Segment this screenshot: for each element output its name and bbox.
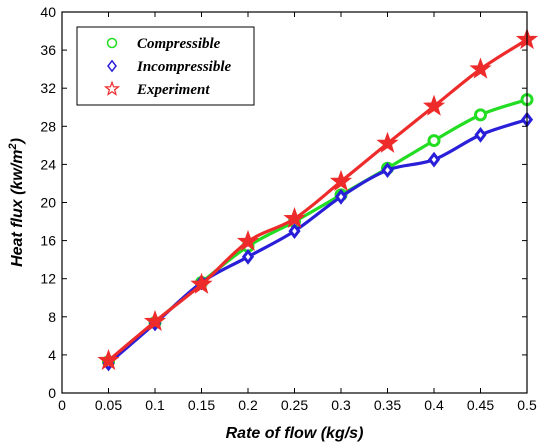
data-point-compressible: [427, 134, 441, 148]
data-point-experiment: [283, 207, 306, 229]
y-tick-label: 40: [40, 4, 56, 20]
legend: Compressible Incompressible Experiment: [76, 26, 255, 106]
data-point-incompressible: [241, 248, 255, 265]
legend-marker: [106, 37, 118, 49]
y-tick-label: 16: [40, 233, 56, 249]
data-point-experiment: [236, 229, 260, 252]
data-point-experiment: [143, 309, 167, 332]
y-tick-label: 0: [48, 385, 56, 401]
data-point-incompressible: [288, 223, 301, 239]
x-tick-label: 0.2: [238, 397, 258, 413]
y-tick-label: 12: [40, 271, 56, 287]
legend-box: [76, 26, 255, 106]
legend-item: Compressible: [106, 36, 221, 52]
data-point-incompressible: [334, 188, 348, 205]
y-tick-label: 32: [40, 80, 56, 96]
x-tick-label: 0: [58, 397, 66, 413]
series-incompressible: [102, 111, 534, 372]
series-line-compressible: [107, 98, 528, 363]
legend-marker: [103, 80, 121, 96]
x-tick-label: 0.4: [424, 397, 444, 413]
x-tick-label: 0.15: [188, 397, 215, 413]
legend-items: Compressible Incompressible Experiment: [103, 36, 232, 98]
axis-ticks: 0 0.05 0.1 0.15 0.2 0.25 0.3 0.35 0.4 0.45 0.5 0 4 8 1…: [40, 4, 537, 413]
y-tick-label: 4: [48, 347, 56, 363]
data-point-experiment: [97, 348, 120, 371]
data-point-experiment: [422, 94, 446, 116]
legend-item: Experiment: [103, 80, 210, 98]
x-tick-label: 0.05: [95, 397, 122, 413]
chart-marks: [97, 27, 539, 372]
series-compressible: [102, 93, 534, 369]
series-line-experiment: [107, 38, 528, 362]
legend-label: Incompressible: [136, 59, 232, 75]
series-line-incompressible: [107, 118, 528, 365]
data-point-incompressible: [427, 151, 441, 168]
y-tick-label: 8: [48, 309, 56, 325]
series-experiment: [97, 27, 539, 371]
y-tick-label: 28: [40, 118, 56, 134]
data-point-experiment: [190, 272, 213, 294]
y-axis-title-end: ): [9, 138, 26, 145]
data-point-experiment: [469, 57, 492, 79]
x-tick-label: 0.35: [374, 397, 401, 413]
x-axis-title: Rate of flow (kg/s): [226, 425, 364, 442]
x-tick-label: 0.45: [467, 397, 494, 413]
legend-marker: [107, 59, 117, 73]
y-axis-title-main: Heat flux (kw/m: [9, 150, 26, 267]
y-tick-label: 20: [40, 195, 56, 211]
y-tick-label: 36: [40, 42, 56, 58]
x-tick-label: 0.25: [281, 397, 308, 413]
x-tick-label: 0.5: [517, 397, 537, 413]
x-tick-label: 0.1: [145, 397, 165, 413]
legend-label: Compressible: [137, 36, 221, 52]
legend-item: Incompressible: [107, 59, 232, 75]
legend-label: Experiment: [136, 82, 210, 98]
data-point-incompressible: [381, 162, 394, 179]
data-point-experiment: [376, 131, 399, 153]
data-point-incompressible: [474, 126, 487, 143]
x-tick-label: 0.3: [331, 397, 351, 413]
y-axis-title: Heat flux (kw/m2): [7, 138, 26, 267]
data-point-compressible: [474, 108, 487, 122]
data-point-experiment: [329, 169, 353, 191]
y-tick-label: 24: [40, 156, 56, 172]
y-axis-title-superscript: 2: [7, 143, 19, 150]
